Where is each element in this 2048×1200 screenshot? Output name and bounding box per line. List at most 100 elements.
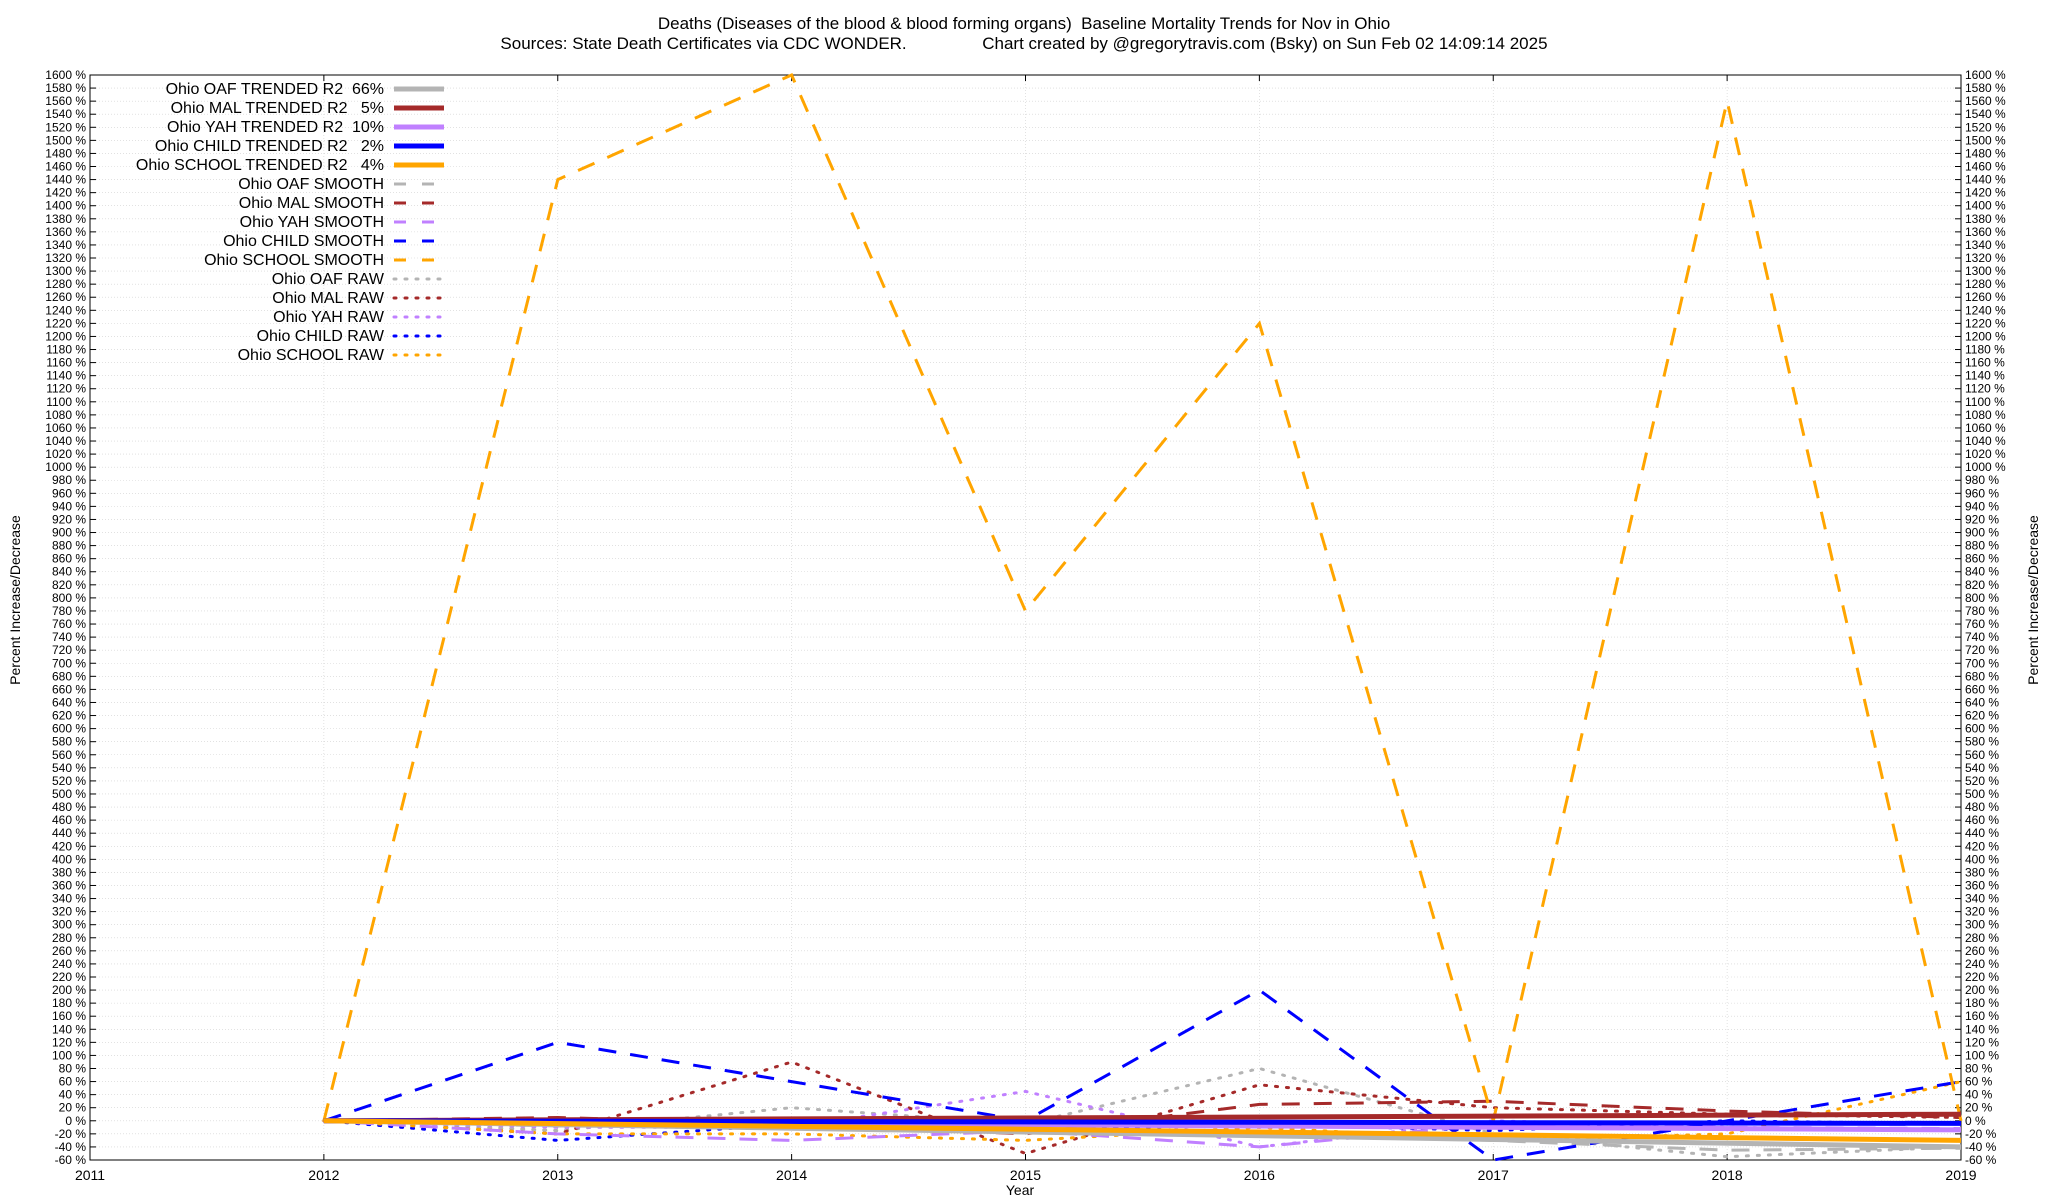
y-tick-label-right: 660 % (1965, 682, 1999, 696)
y-tick-label-right: 980 % (1965, 473, 1999, 487)
legend-label: Ohio SCHOOL SMOOTH (204, 252, 384, 269)
legend-label: Ohio CHILD SMOOTH (223, 233, 384, 250)
y-tick-label-right: 1340 % (1965, 238, 2006, 252)
y-tick-label-right: 1100 % (1965, 395, 2005, 409)
y-tick-label-right: 1000 % (1965, 460, 2006, 474)
x-tick-label: 2011 (75, 1167, 105, 1183)
y-tick-label-left: 800 % (52, 591, 86, 605)
y-tick-label-right: 1180 % (1965, 343, 2005, 357)
y-tick-label-right: 620 % (1965, 709, 1999, 723)
y-tick-label-left: 420 % (52, 839, 86, 853)
y-tick-label-right: 220 % (1965, 970, 1999, 984)
legend-label: Ohio SCHOOL RAW (238, 347, 385, 364)
y-tick-label-right: 1380 % (1965, 212, 2006, 226)
y-tick-label-right: 640 % (1965, 695, 1999, 709)
y-tick-label-left: 1200 % (45, 329, 86, 343)
y-tick-label-left: 160 % (52, 1009, 86, 1023)
y-tick-label-right: 340 % (1965, 892, 1999, 906)
y-tick-label-right: 1600 % (1965, 68, 2006, 82)
y-tick-label-left: 560 % (52, 748, 86, 762)
y-tick-label-right: 60 % (1965, 1075, 1993, 1089)
y-tick-label-left: 220 % (52, 970, 86, 984)
chart-subtitle: Sources: State Death Certificates via CD… (500, 34, 1548, 53)
y-tick-label-left: 20 % (59, 1101, 87, 1115)
x-tick-label: 2015 (1010, 1167, 1041, 1183)
y-tick-label-left: 1020 % (45, 447, 86, 461)
y-tick-label-right: 680 % (1965, 669, 1999, 683)
y-tick-label-right: 360 % (1965, 878, 1999, 892)
y-tick-label-left: 640 % (52, 695, 86, 709)
x-tick-label: 2018 (1712, 1167, 1743, 1183)
y-tick-label-right: 800 % (1965, 591, 1999, 605)
y-tick-label-right: -60 % (1965, 1153, 1997, 1167)
legend-label: Ohio OAF RAW (272, 271, 385, 288)
x-tick-label: 2016 (1244, 1167, 1275, 1183)
y-tick-label-right: 840 % (1965, 565, 1999, 579)
x-tick-label: 2019 (1945, 1167, 1976, 1183)
y-tick-label-left: 1560 % (45, 94, 86, 108)
y-tick-label-left: 620 % (52, 709, 86, 723)
y-tick-label-left: 820 % (52, 578, 86, 592)
y-tick-label-right: 1460 % (1965, 160, 2006, 174)
y-tick-label-right: 1280 % (1965, 277, 2006, 291)
y-tick-label-right: 580 % (1965, 735, 1999, 749)
y-tick-label-right: 600 % (1965, 722, 1999, 736)
y-tick-label-left: 900 % (52, 526, 86, 540)
chart-title: Deaths (Diseases of the blood & blood fo… (657, 14, 1391, 33)
y-tick-label-right: 380 % (1965, 865, 1999, 879)
y-tick-label-right: 1500 % (1965, 133, 2006, 147)
y-tick-label-right: 1080 % (1965, 408, 2006, 422)
legend: Ohio OAF TRENDED R2 66% Ohio MAL TRENDED … (136, 81, 446, 364)
legend-label: Ohio MAL SMOOTH (239, 195, 384, 212)
y-tick-label-left: 120 % (52, 1035, 86, 1049)
y-tick-label-right: 820 % (1965, 578, 1999, 592)
y-tick-label-left: 1260 % (45, 290, 86, 304)
y-tick-label-left: 540 % (52, 761, 86, 775)
y-tick-label-right: 1220 % (1965, 316, 2006, 330)
y-tick-label-left: 1380 % (45, 212, 86, 226)
y-tick-label-left: 740 % (52, 630, 86, 644)
y-tick-label-left: 180 % (52, 996, 86, 1010)
legend-label: Ohio SCHOOL TRENDED R2 4% (136, 157, 384, 174)
y-tick-label-right: 940 % (1965, 499, 1999, 513)
y-tick-label-right: -20 % (1965, 1127, 1997, 1141)
y-tick-label-right: 460 % (1965, 813, 1999, 827)
y-tick-label-left: 280 % (52, 931, 86, 945)
y-tick-label-left: 700 % (52, 656, 86, 670)
y-tick-label-right: 120 % (1965, 1035, 1999, 1049)
y-tick-label-left: 920 % (52, 512, 86, 526)
y-ticks: -60 % -60 %-40 % -40 %-20 % -20 %0 % 0 %20 %… (45, 68, 2006, 1167)
x-ticks: 2011 2012 2013 2014 2015 2016 2017 2018 2019 (75, 75, 1977, 1183)
y-tick-label-left: 1040 % (45, 434, 86, 448)
series-line-ohio-child-trended-r2-2 (323, 1118, 1962, 1126)
plot-border (89, 74, 1962, 1161)
y-tick-label-left: 1580 % (45, 81, 86, 95)
y-tick-label-right: 880 % (1965, 539, 1999, 553)
y-tick-label-left: 1120 % (46, 382, 86, 396)
legend-label: Ohio OAF TRENDED R2 66% (166, 81, 384, 98)
y-tick-label-left: 1080 % (45, 408, 86, 422)
y-tick-label-right: 1300 % (1965, 264, 2006, 278)
y-tick-label-right: 960 % (1965, 486, 1999, 500)
y-tick-label-right: 1400 % (1965, 199, 2006, 213)
y-tick-label-left: 1480 % (45, 146, 86, 160)
y-tick-label-right: 1240 % (1965, 303, 2006, 317)
y-tick-label-left: 1140 % (46, 369, 86, 383)
y-tick-label-left: 880 % (52, 539, 86, 553)
y-tick-label-left: 1500 % (45, 133, 86, 147)
y-tick-label-left: 200 % (52, 983, 86, 997)
y-tick-label-right: 1440 % (1965, 173, 2006, 187)
legend-label: Ohio OAF SMOOTH (238, 176, 384, 193)
x-tick-label: 2013 (542, 1167, 573, 1183)
legend-label: Ohio MAL TRENDED R2 5% (171, 100, 384, 117)
y-tick-label-right: 1120 % (1965, 382, 2005, 396)
y-tick-label-right: 1520 % (1965, 120, 2006, 134)
y-tick-label-left: 1540 % (45, 107, 86, 121)
y-tick-label-right: 80 % (1965, 1061, 1993, 1075)
y-tick-label-right: 1320 % (1965, 251, 2006, 265)
y-tick-label-left: 940 % (52, 499, 86, 513)
y-tick-label-right: 1200 % (1965, 329, 2006, 343)
y-tick-label-right: 1580 % (1965, 81, 2006, 95)
y-tick-label-left: 520 % (52, 774, 86, 788)
y-tick-label-left: 320 % (52, 905, 86, 919)
